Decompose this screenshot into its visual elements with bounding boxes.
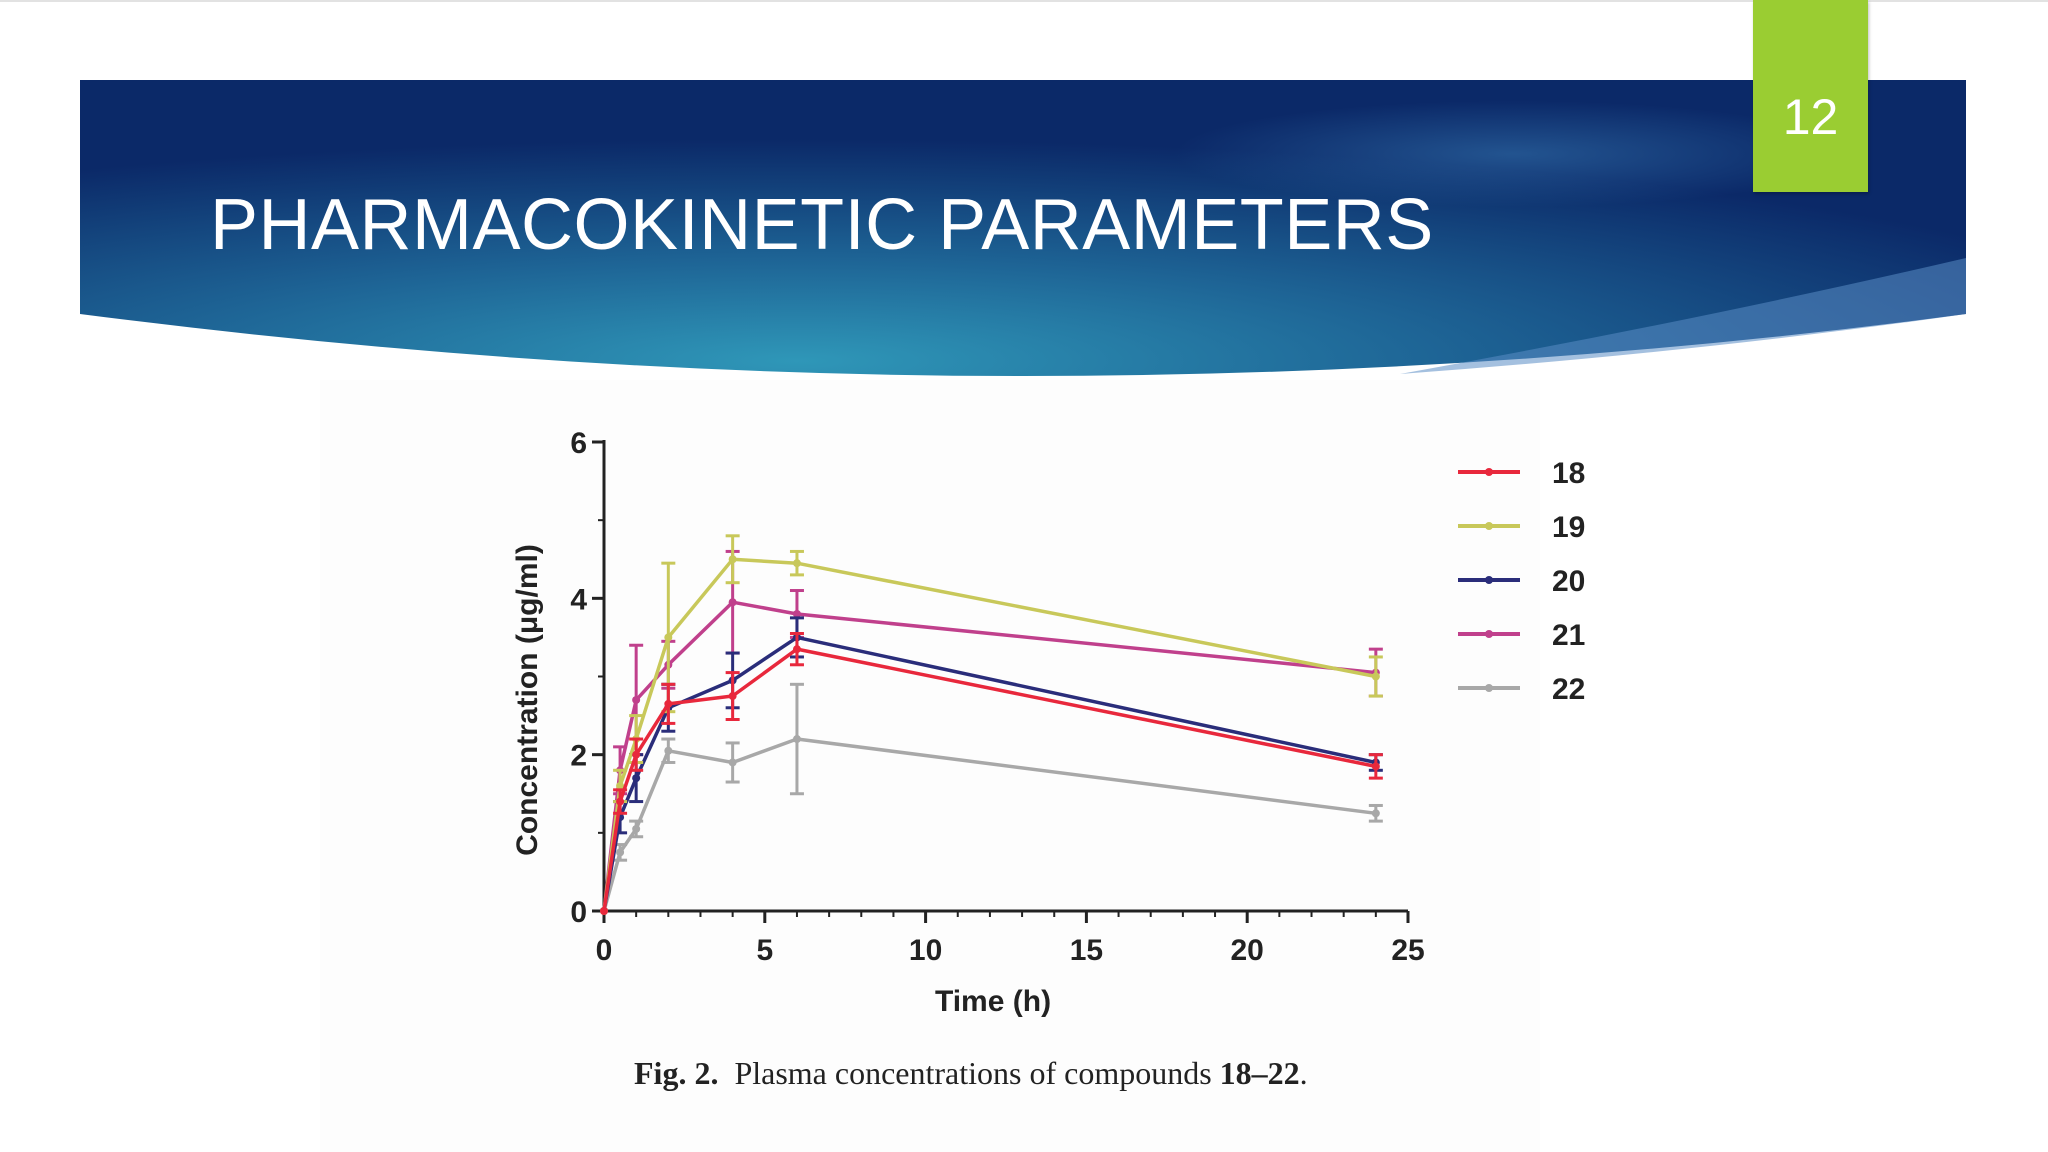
slide-title: PHARMACOKINETIC PARAMETERS — [210, 185, 1434, 265]
data-point — [728, 555, 737, 564]
y-tick-label: 6 — [570, 427, 587, 460]
data-point — [664, 633, 673, 642]
x-tick-label: 10 — [909, 934, 942, 967]
data-point — [1371, 809, 1380, 818]
data-point — [600, 907, 608, 915]
legend-item-20: 20 — [1458, 565, 1585, 598]
series-line-20 — [602, 635, 1377, 912]
series-line-19 — [602, 557, 1377, 912]
legend-label: 22 — [1552, 673, 1585, 706]
data-point — [616, 848, 625, 857]
series-22 — [600, 682, 1383, 915]
x-tick-label: 25 — [1391, 934, 1424, 967]
data-point — [664, 699, 673, 708]
caption-compounds: 18–22 — [1219, 1055, 1300, 1091]
x-tick-label: 5 — [756, 934, 773, 967]
data-point — [616, 781, 625, 790]
data-point — [792, 609, 801, 618]
legend-item-18: 18 — [1458, 457, 1585, 490]
data-point — [632, 824, 641, 833]
legend-marker — [1485, 522, 1493, 530]
slide-number-badge: 12 — [1753, 0, 1868, 192]
title-banner — [80, 80, 1966, 376]
series-19 — [600, 534, 1383, 915]
figure-caption: Fig. 2. Plasma concentrations of compoun… — [634, 1055, 1308, 1092]
data-point — [632, 750, 641, 759]
series-21 — [600, 549, 1383, 915]
x-tick-label: 20 — [1231, 934, 1264, 967]
legend-label: 20 — [1552, 565, 1585, 598]
legend-marker — [1485, 684, 1493, 692]
figure-panel — [320, 380, 1540, 1152]
data-point — [1371, 762, 1380, 771]
series-line-22 — [602, 737, 1377, 912]
series-line-18 — [602, 647, 1377, 912]
legend-label: 18 — [1552, 457, 1585, 490]
chart-axes: 0 5 10 15 20 25 0 2 4 6 — [570, 427, 1424, 967]
y-tick-label: 2 — [570, 740, 587, 773]
data-point — [792, 735, 801, 744]
slide-top-border — [0, 0, 2048, 2]
y-axis-title: Concentration (μg/ml) — [511, 544, 544, 856]
legend-marker — [1485, 576, 1493, 584]
legend-item-21: 21 — [1458, 619, 1585, 652]
legend-label: 19 — [1552, 511, 1585, 544]
legend-marker — [1485, 468, 1493, 476]
x-axis-title: Time (h) — [935, 985, 1051, 1018]
y-tick-label: 4 — [570, 583, 587, 616]
data-point — [792, 645, 801, 654]
chart-series — [600, 534, 1383, 915]
slide-number: 12 — [1782, 89, 1839, 145]
data-point — [1371, 672, 1380, 681]
data-point — [616, 797, 625, 806]
series-18 — [600, 632, 1383, 915]
data-point — [728, 692, 737, 701]
x-tick-label: 15 — [1070, 934, 1103, 967]
caption-text: Plasma concentrations of compounds — [734, 1055, 1212, 1091]
data-point — [728, 758, 737, 767]
legend-item-22: 22 — [1458, 673, 1585, 706]
legend-marker — [1485, 630, 1493, 638]
data-point — [664, 746, 673, 755]
caption-prefix: Fig. 2. — [634, 1055, 719, 1091]
legend-item-19: 19 — [1458, 511, 1585, 544]
series-line-21 — [602, 600, 1376, 912]
caption-suffix: . — [1299, 1055, 1308, 1091]
y-tick-label: 0 — [570, 896, 587, 929]
x-tick-label: 0 — [596, 934, 613, 967]
data-point — [632, 774, 641, 783]
legend-label: 21 — [1552, 619, 1585, 652]
data-point — [728, 598, 737, 607]
data-point — [632, 695, 641, 704]
chart-legend: 18 19 20 21 22 — [1458, 457, 1585, 706]
data-point — [792, 559, 801, 568]
